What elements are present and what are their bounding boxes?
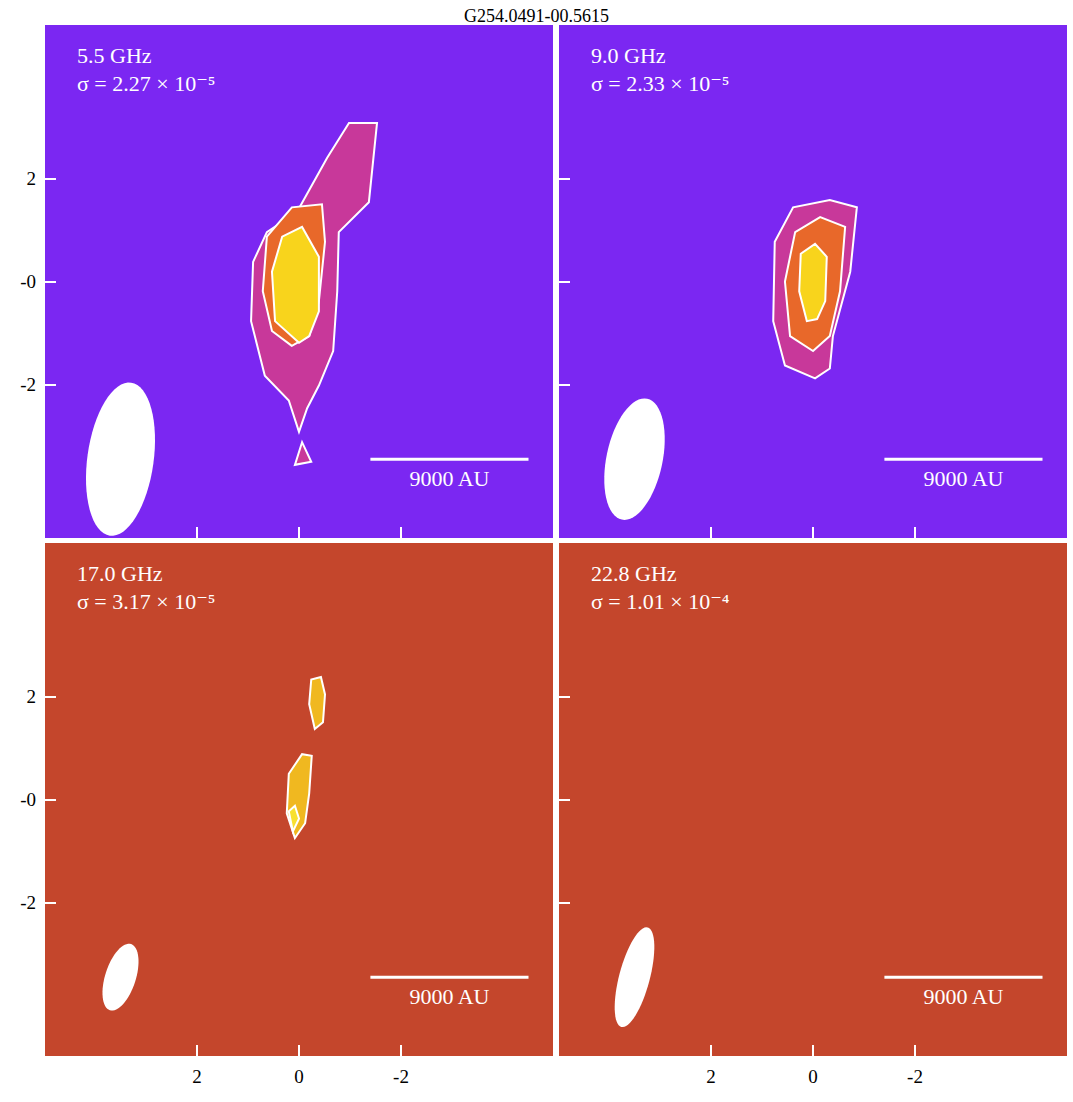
svg-text:σ = 2.27 × 10⁻⁵: σ = 2.27 × 10⁻⁵ [77, 71, 215, 96]
svg-text:0: 0 [808, 1066, 818, 1087]
svg-text:9000 AU: 9000 AU [409, 466, 489, 491]
svg-text:-2: -2 [393, 1066, 409, 1087]
svg-text:9000 AU: 9000 AU [923, 466, 1003, 491]
svg-text:-2: -2 [907, 1066, 923, 1087]
svg-text:9000 AU: 9000 AU [409, 984, 489, 1009]
svg-text:G254.0491-00.5615: G254.0491-00.5615 [464, 6, 609, 26]
svg-text:σ = 2.33 × 10⁻⁵: σ = 2.33 × 10⁻⁵ [591, 71, 729, 96]
svg-text:-2: -2 [20, 374, 36, 395]
svg-text:-2: -2 [20, 892, 36, 913]
svg-text:-0: -0 [20, 271, 36, 292]
svg-text:2: 2 [706, 1066, 716, 1087]
svg-text:0: 0 [294, 1066, 304, 1087]
svg-text:σ = 1.01 × 10⁻⁴: σ = 1.01 × 10⁻⁴ [591, 589, 730, 614]
svg-text:9000 AU: 9000 AU [923, 984, 1003, 1009]
svg-text:σ = 3.17 × 10⁻⁵: σ = 3.17 × 10⁻⁵ [77, 589, 215, 614]
svg-text:2: 2 [27, 168, 37, 189]
svg-text:22.8 GHz: 22.8 GHz [591, 561, 677, 586]
svg-text:5.5 GHz: 5.5 GHz [77, 43, 152, 68]
svg-text:-0: -0 [20, 789, 36, 810]
svg-text:17.0 GHz: 17.0 GHz [77, 561, 163, 586]
svg-text:2: 2 [27, 686, 37, 707]
svg-text:9.0 GHz: 9.0 GHz [591, 43, 666, 68]
svg-text:2: 2 [192, 1066, 202, 1087]
